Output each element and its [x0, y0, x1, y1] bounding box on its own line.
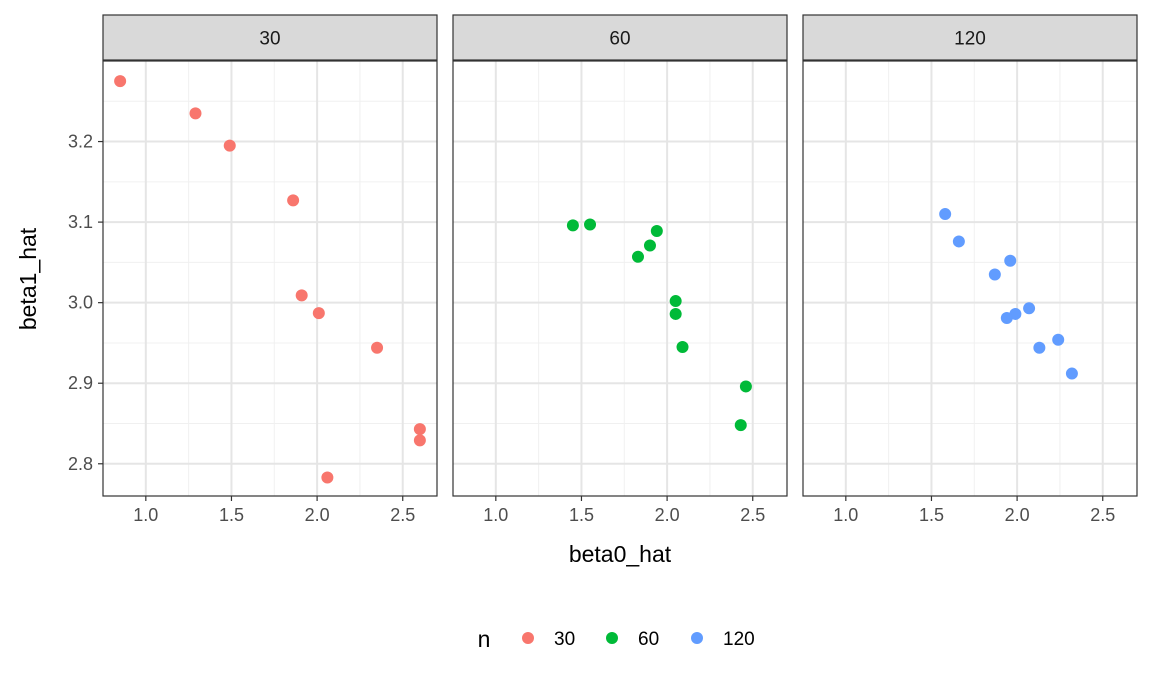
data-point	[669, 307, 682, 320]
legend-entry-60: 60	[606, 629, 659, 650]
x-tick-label: 1.0	[833, 505, 858, 525]
panels-layer: 30 60 120	[102, 14, 1138, 497]
legend-label: 60	[638, 629, 659, 650]
data-point	[312, 307, 325, 320]
x-tick-label: 2.5	[390, 505, 415, 525]
legend-title: n	[478, 626, 491, 652]
strip-label: 120	[954, 29, 986, 50]
data-point	[669, 295, 682, 308]
data-point	[1000, 311, 1013, 324]
grid-lines	[803, 61, 1137, 496]
y-tick-label: 3.0	[68, 293, 93, 313]
grid-lines	[103, 61, 437, 496]
data-point	[321, 471, 334, 484]
data-point	[584, 218, 597, 231]
legend-entry-30: 30	[522, 629, 575, 650]
grid-lines	[453, 61, 787, 496]
data-point	[650, 224, 663, 237]
data-point	[631, 250, 644, 263]
x-tick-label: 1.5	[569, 505, 594, 525]
data-point	[287, 194, 300, 207]
data-point	[643, 239, 656, 252]
data-point	[566, 219, 579, 232]
y-tick-label: 3.1	[68, 212, 93, 232]
panel-border	[452, 60, 788, 497]
facet-strip-120: 120	[802, 14, 1138, 61]
data-point	[114, 75, 127, 88]
points-60	[566, 218, 752, 432]
panel-border	[802, 60, 1138, 497]
data-point	[223, 139, 236, 152]
panel-border	[102, 60, 438, 497]
data-point	[939, 208, 952, 221]
x-tick-label: 1.5	[219, 505, 244, 525]
data-point	[1065, 367, 1078, 380]
strip-label: 60	[609, 29, 630, 50]
x-tick-label: 2.5	[1090, 505, 1115, 525]
legend-key	[522, 632, 534, 644]
data-point	[988, 268, 1001, 281]
data-point	[1023, 302, 1036, 315]
data-point	[413, 423, 426, 436]
legend: n 30 60 120	[478, 626, 755, 652]
points-30	[114, 75, 426, 484]
x-tick-label: 2.5	[740, 505, 765, 525]
data-point	[952, 235, 965, 248]
strip-label: 30	[259, 29, 280, 50]
x-tick-label: 1.0	[483, 505, 508, 525]
legend-key	[606, 632, 618, 644]
data-point	[739, 380, 752, 393]
data-point	[1052, 333, 1065, 346]
data-point	[371, 341, 384, 354]
facet-strip-30: 30	[102, 14, 438, 61]
data-point	[1004, 254, 1017, 267]
y-tick-label: 3.2	[68, 132, 93, 152]
y-tick-label: 2.9	[68, 373, 93, 393]
x-tick-label: 1.5	[919, 505, 944, 525]
x-tick-label: 2.0	[655, 505, 680, 525]
x-tick-label: 1.0	[133, 505, 158, 525]
panel-60: 60	[452, 14, 788, 497]
y-tick-label: 2.8	[68, 454, 93, 474]
data-point	[676, 340, 689, 353]
points-120	[939, 208, 1078, 380]
legend-entries: 30 60 120	[522, 629, 755, 650]
data-point	[295, 289, 308, 302]
panel-30: 30	[102, 14, 438, 497]
strip-background	[452, 14, 788, 61]
facet-strip-60: 60	[452, 14, 788, 61]
x-axis-title: beta0_hat	[569, 541, 672, 567]
panel-background	[103, 61, 437, 496]
panel-120: 120	[802, 14, 1138, 497]
x-tick-label: 2.0	[1005, 505, 1030, 525]
legend-key	[691, 632, 703, 644]
strip-background	[802, 14, 1138, 61]
data-point	[734, 419, 747, 432]
panel-background	[803, 61, 1137, 496]
legend-label: 120	[723, 629, 755, 650]
legend-label: 30	[554, 629, 575, 650]
data-point	[189, 107, 202, 120]
x-tick-label: 2.0	[305, 505, 330, 525]
strip-background	[102, 14, 438, 61]
panel-background	[453, 61, 787, 496]
data-point	[413, 434, 426, 447]
data-point	[1033, 341, 1046, 354]
legend-entry-120: 120	[691, 629, 755, 650]
y-axis-title: beta1_hat	[15, 227, 41, 330]
axes-layer: 1.0 1.5 2.0 2.5 1.0 1.5 2.0 2.5 1.0 1.5 2.0 2.5 2.8 2…	[68, 132, 1115, 525]
